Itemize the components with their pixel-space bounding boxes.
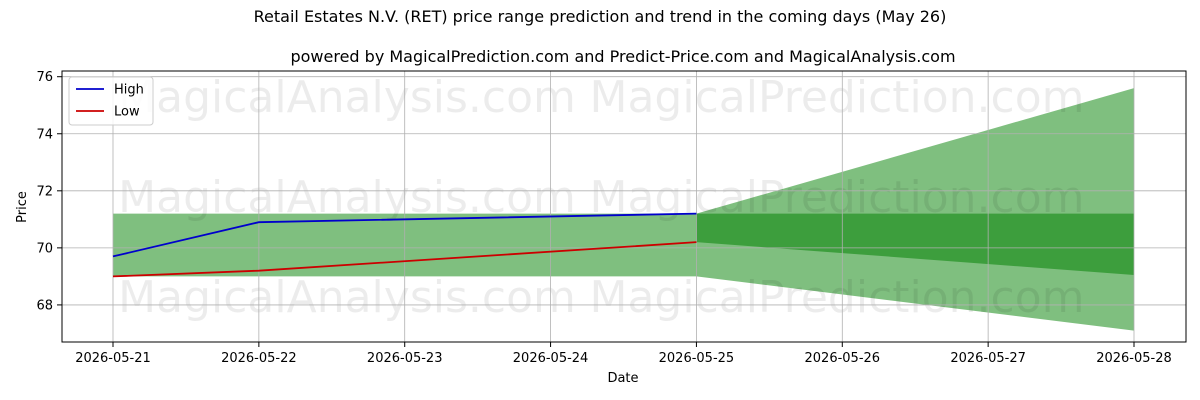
legend-label-low: Low: [114, 105, 140, 120]
watermark-text: MagicalPrediction.com: [590, 272, 1085, 323]
plot-area: MagicalAnalysis.com MagicalPrediction.com…: [36, 70, 1187, 366]
y-tick-label: 70: [36, 241, 53, 256]
x-axis-label: Date: [607, 371, 638, 386]
watermark-text: MagicalAnalysis.com: [118, 272, 576, 323]
series-line-high: [112, 212, 697, 258]
watermark-text: MagicalAnalysis.com: [118, 72, 576, 123]
chart-subtitle: powered by MagicalPrediction.com and Pre…: [290, 47, 955, 66]
series-line-low: [112, 241, 697, 278]
x-tick-label: 2026-05-23: [367, 351, 443, 366]
y-tick-label: 76: [36, 70, 53, 85]
watermark-text: MagicalAnalysis.com: [118, 172, 576, 223]
x-tick-label: 2026-05-24: [513, 351, 589, 366]
legend-label-high: High: [114, 83, 144, 98]
x-tick-label: 2026-05-26: [805, 351, 881, 366]
prediction-band-1: [696, 88, 1134, 331]
y-axis-label: Price: [15, 191, 30, 223]
y-tick-label: 72: [36, 184, 53, 199]
y-tick-label: 68: [36, 298, 53, 313]
y-tick-label: 74: [36, 127, 53, 142]
watermark-text: MagicalPrediction.com: [590, 172, 1085, 223]
x-tick-label: 2026-05-22: [221, 351, 297, 366]
x-tick-label: 2026-05-27: [950, 351, 1026, 366]
x-tick-label: 2026-05-28: [1096, 351, 1172, 366]
prediction-band-2: [696, 213, 1134, 275]
watermark-text: MagicalPrediction.com: [590, 72, 1085, 123]
chart-title: Retail Estates N.V. (RET) price range pr…: [254, 7, 947, 26]
x-tick-label: 2026-05-25: [659, 351, 735, 366]
x-tick-label: 2026-05-21: [75, 351, 151, 366]
axes-frame: [61, 70, 1187, 343]
